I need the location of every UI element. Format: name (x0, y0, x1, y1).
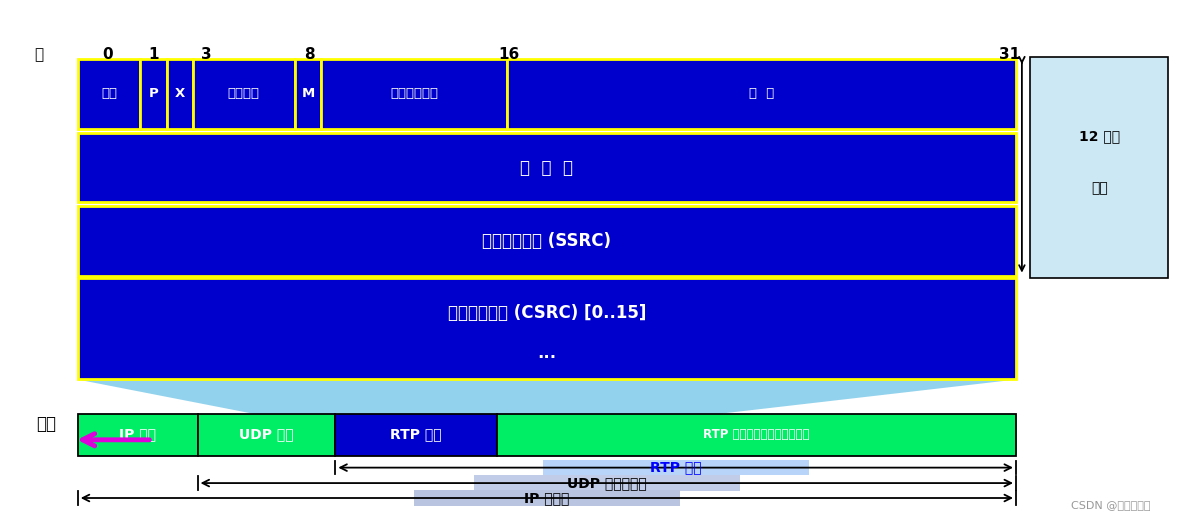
Text: 同步源标识符 (SSRC): 同步源标识符 (SSRC) (483, 232, 611, 250)
Text: RTP 首部: RTP 首部 (391, 427, 442, 442)
Text: 参与源标识符 (CSRC) [0..15]: 参与源标识符 (CSRC) [0..15] (448, 304, 646, 322)
FancyBboxPatch shape (193, 59, 295, 129)
Text: RTP 数据部分（应用层数据）: RTP 数据部分（应用层数据） (703, 428, 810, 441)
Text: 版本: 版本 (101, 88, 117, 100)
Text: UDP 首部: UDP 首部 (240, 427, 294, 442)
Text: P: P (149, 88, 158, 100)
Text: UDP 用户数据报: UDP 用户数据报 (567, 476, 647, 490)
FancyBboxPatch shape (321, 59, 507, 129)
FancyBboxPatch shape (78, 414, 198, 456)
Text: RTP 分组: RTP 分组 (649, 460, 702, 475)
FancyBboxPatch shape (167, 59, 193, 129)
Text: ...: ... (538, 345, 556, 363)
Text: 8: 8 (304, 47, 314, 62)
Text: 位: 位 (34, 47, 43, 62)
FancyBboxPatch shape (1030, 57, 1168, 278)
Text: 必需: 必需 (1091, 181, 1107, 195)
FancyBboxPatch shape (335, 414, 497, 456)
FancyBboxPatch shape (295, 59, 321, 129)
Text: X: X (175, 88, 184, 100)
Text: 0: 0 (103, 47, 113, 62)
Text: IP 数据报: IP 数据报 (525, 491, 569, 505)
Text: 12 字节: 12 字节 (1078, 129, 1120, 144)
Text: 3: 3 (201, 47, 211, 62)
Text: 31: 31 (999, 47, 1021, 62)
FancyBboxPatch shape (78, 59, 140, 129)
Text: 16: 16 (498, 47, 520, 62)
FancyBboxPatch shape (78, 278, 1016, 379)
FancyBboxPatch shape (497, 414, 1016, 456)
FancyBboxPatch shape (78, 133, 1016, 202)
Text: 1: 1 (149, 47, 158, 62)
Polygon shape (78, 380, 1016, 415)
FancyBboxPatch shape (78, 206, 1016, 276)
Text: 序  号: 序 号 (749, 88, 774, 100)
FancyBboxPatch shape (415, 490, 680, 506)
Text: 发送: 发送 (36, 416, 56, 433)
Text: 参与源数: 参与源数 (228, 88, 260, 100)
FancyBboxPatch shape (507, 59, 1016, 129)
FancyBboxPatch shape (473, 475, 739, 491)
FancyBboxPatch shape (543, 460, 809, 475)
FancyBboxPatch shape (140, 59, 167, 129)
Text: M: M (301, 88, 315, 100)
FancyBboxPatch shape (198, 414, 335, 456)
Text: IP 首部: IP 首部 (120, 427, 156, 442)
Text: CSDN @山间未相见: CSDN @山间未相见 (1071, 500, 1150, 510)
Text: 有效载荷类型: 有效载荷类型 (389, 88, 438, 100)
Text: 时  间  戳: 时 间 戳 (520, 159, 574, 177)
